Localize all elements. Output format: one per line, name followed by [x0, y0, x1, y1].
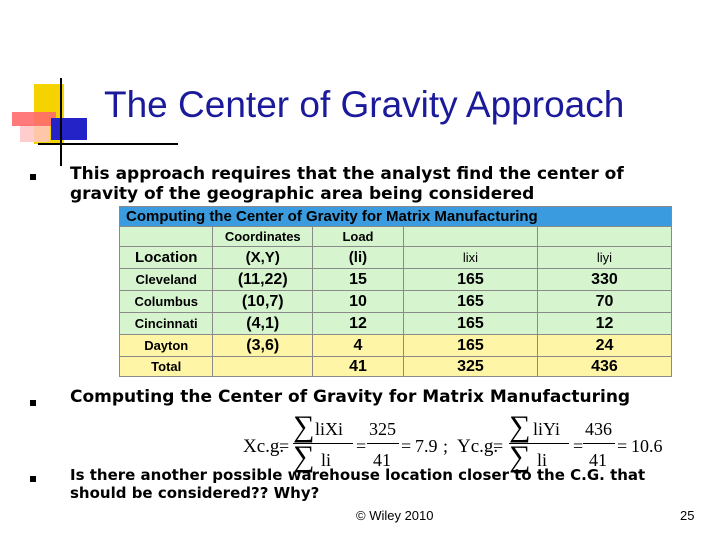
formula-equals: =	[401, 436, 412, 456]
cog-formula: Xc.g. = ∑ liXi ∑ li = 325 41 = 7.9 ; Yc.…	[243, 410, 683, 474]
bullet-text-3: Is there another possible warehouse loca…	[70, 466, 646, 502]
formula-equals: =	[493, 436, 504, 456]
formula-value: 325	[369, 419, 396, 439]
table-cell: 165	[402, 334, 538, 357]
table-label: lixi	[402, 246, 538, 269]
logo-horizontal-line	[38, 143, 178, 145]
fraction-bar	[293, 443, 353, 444]
logo-pink-block	[20, 124, 50, 142]
table-cell: 330	[536, 268, 673, 291]
table-cell: 12	[536, 312, 673, 335]
table-cell: 15	[312, 268, 404, 291]
formula-sum-symbol: ∑	[293, 410, 315, 443]
page-number: 25	[680, 508, 695, 523]
table-cell-empty	[536, 226, 673, 247]
fraction-bar	[367, 443, 399, 444]
table-cell: (11,22)	[212, 268, 314, 291]
table-total-cell: 436	[536, 356, 673, 377]
formula-value: 436	[585, 419, 612, 439]
formula-sum-symbol: ∑	[293, 440, 315, 473]
table-cell: 4	[312, 334, 404, 357]
bullet-marker	[30, 174, 36, 180]
formula-equals: =	[617, 436, 628, 456]
table-cell: (3,6)	[212, 334, 314, 357]
table-cell: 165	[402, 290, 538, 313]
bullet-text-1: This approach requires that the analyst …	[70, 164, 624, 204]
formula-result: 10.6	[631, 436, 663, 456]
table-caption: Computing the Center of Gravity for Matr…	[119, 206, 672, 227]
formula-equals: =	[356, 436, 367, 456]
table-cell: (10,7)	[212, 290, 314, 313]
table-label: (li)	[312, 246, 404, 269]
table-cell: 12	[312, 312, 404, 335]
table-label: liyi	[536, 246, 673, 269]
table-cell-empty	[212, 356, 314, 377]
slide-title: The Center of Gravity Approach	[104, 84, 625, 125]
bullet-marker	[30, 476, 36, 482]
table-cell: Dayton	[118, 334, 214, 357]
formula-denominator: li	[537, 450, 548, 470]
logo-red-block	[12, 112, 56, 126]
table-subheader: Load	[312, 226, 404, 247]
formula-value: 41	[589, 450, 607, 470]
table-cell-empty	[402, 226, 538, 247]
formula-result: 7.9	[415, 436, 438, 456]
table-cell: 165	[402, 268, 538, 291]
table-cell: 10	[312, 290, 404, 313]
table-cell: 24	[536, 334, 673, 357]
table-cell: Columbus	[118, 290, 214, 313]
formula-value: 41	[373, 450, 391, 470]
formula-numerator: liYi	[533, 419, 561, 439]
table-total-cell: 325	[402, 356, 538, 377]
table-cell: 70	[536, 290, 673, 313]
table-label: Location	[118, 246, 214, 269]
table-cell: (4,1)	[212, 312, 314, 335]
bullet-text-2: Computing the Center of Gravity for Matr…	[70, 387, 631, 407]
formula-separator: ;	[443, 436, 449, 456]
fraction-bar	[509, 443, 569, 444]
logo-vertical-line	[60, 78, 62, 166]
table-total-cell: 41	[312, 356, 404, 377]
cog-table: Computing the Center of Gravity for Matr…	[118, 206, 673, 377]
logo-blue-block	[51, 118, 87, 140]
footer-copyright: © Wiley 2010	[356, 508, 434, 523]
fraction-bar	[583, 443, 615, 444]
table-cell: Cincinnati	[118, 312, 214, 335]
formula-ycg-label: Yc.g.	[457, 436, 499, 457]
table-subheader: Coordinates	[212, 226, 314, 247]
formula-sum-symbol: ∑	[509, 440, 531, 473]
table-label: (X,Y)	[212, 246, 314, 269]
formula-denominator: li	[321, 450, 332, 470]
table-total-label: Total	[118, 356, 214, 377]
formula-numerator: liXi	[315, 419, 344, 439]
bullet-marker	[30, 400, 36, 406]
table-cell: 165	[402, 312, 538, 335]
formula-equals: =	[279, 436, 290, 456]
table-cell: Cleveland	[118, 268, 214, 291]
formula-xcg-label: Xc.g.	[243, 436, 285, 457]
table-cell-empty	[118, 226, 214, 247]
formula-equals: =	[573, 436, 584, 456]
formula-sum-symbol: ∑	[509, 410, 531, 443]
